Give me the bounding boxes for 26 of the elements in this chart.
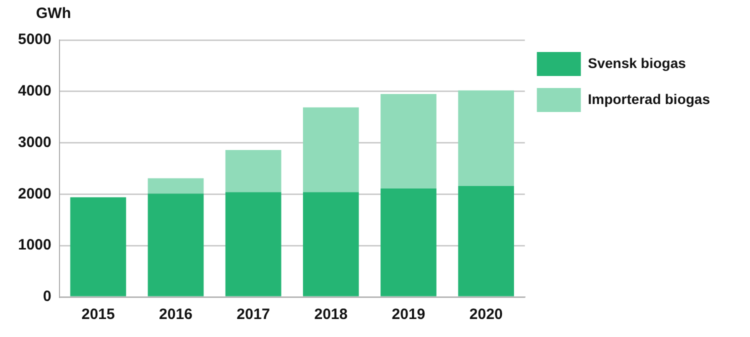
- y-tick-label: 2000: [18, 185, 52, 202]
- legend-label: Svensk biogas: [588, 54, 686, 71]
- x-tick-label: 2018: [314, 306, 348, 324]
- bar: [148, 194, 204, 296]
- bar: [458, 186, 514, 296]
- bar: [225, 192, 282, 296]
- bar: [302, 192, 359, 296]
- legend-label: Importerad biogas: [588, 90, 710, 107]
- bar: [225, 150, 282, 192]
- x-tick-label: 2016: [159, 306, 192, 324]
- y-tick-label: 5000: [18, 31, 52, 48]
- y-tick-label: 1000: [18, 236, 52, 254]
- x-tick-label: 2017: [236, 306, 270, 324]
- y-tick-label: 4000: [18, 82, 52, 100]
- y-tick-label: 0: [43, 288, 52, 306]
- y-tick-label: 3000: [18, 134, 52, 151]
- bar: [380, 94, 436, 189]
- x-tick-label: 2015: [81, 306, 115, 324]
- x-tick-label: 2019: [392, 306, 426, 324]
- bar: [380, 188, 436, 296]
- bar: [148, 178, 204, 194]
- bar: [302, 107, 359, 192]
- bar: [70, 197, 126, 296]
- y-axis-title: GWh: [36, 5, 71, 22]
- bar: [458, 90, 514, 186]
- x-tick-label: 2020: [469, 306, 503, 324]
